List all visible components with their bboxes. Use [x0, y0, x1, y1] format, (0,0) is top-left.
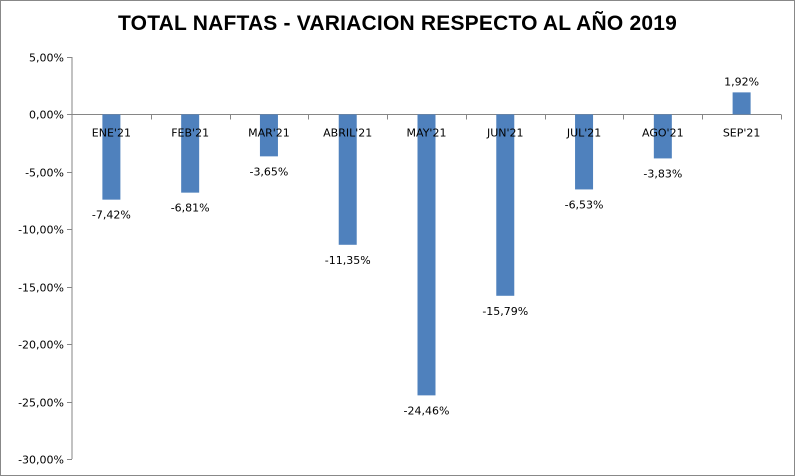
category-label: FEB'21 [171, 127, 209, 140]
category-label: ENE'21 [92, 127, 131, 140]
data-label: -11,35% [325, 254, 371, 267]
category-label: JUL'21 [566, 127, 601, 140]
bar [496, 114, 515, 296]
y-tick-label: -25,00% [18, 397, 64, 410]
data-label: -15,79% [482, 305, 528, 318]
data-label: -6,81% [171, 202, 210, 215]
category-label: AGO'21 [642, 127, 684, 140]
category-label: JUN'21 [486, 127, 524, 140]
data-label: -7,42% [92, 209, 131, 222]
y-tick-label: -30,00% [18, 454, 64, 467]
category-label: MAY'21 [407, 127, 447, 140]
bar [653, 114, 672, 159]
chart-title: TOTAL NAFTAS - VARIACION RESPECTO AL AÑO… [118, 12, 677, 35]
data-label: -3,83% [643, 167, 682, 180]
data-label: 1,92% [724, 75, 759, 88]
bar [417, 114, 436, 396]
y-tick-label: -5,00% [25, 167, 64, 180]
bar [338, 114, 357, 245]
y-tick-label: -20,00% [18, 339, 64, 352]
data-label: -3,65% [249, 165, 288, 178]
y-tick-label: -15,00% [18, 282, 64, 295]
category-label: SEP'21 [723, 127, 761, 140]
y-tick-label: 5,00% [29, 52, 64, 65]
data-label: -6,53% [565, 198, 604, 211]
y-tick-label: 0,00% [29, 109, 64, 122]
bar [259, 114, 278, 157]
category-label: MAR'21 [248, 127, 290, 140]
bar [181, 114, 200, 193]
bar [102, 114, 121, 200]
bar [732, 92, 751, 115]
y-tick-label: -10,00% [18, 224, 64, 237]
bar [575, 114, 594, 190]
category-label: ABRIL'21 [323, 127, 372, 140]
data-label: -24,46% [404, 404, 450, 417]
